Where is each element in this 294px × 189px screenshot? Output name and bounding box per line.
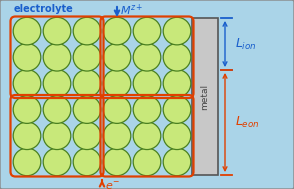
Circle shape <box>163 96 191 123</box>
Circle shape <box>73 148 101 176</box>
Circle shape <box>13 96 41 123</box>
Circle shape <box>133 96 161 123</box>
Circle shape <box>13 122 41 149</box>
Text: $M^{z+}$: $M^{z+}$ <box>120 3 143 18</box>
Text: $e^{-}$: $e^{-}$ <box>105 181 120 189</box>
Circle shape <box>73 43 101 71</box>
Circle shape <box>103 122 131 149</box>
Circle shape <box>163 122 191 149</box>
Circle shape <box>133 122 161 149</box>
Circle shape <box>163 43 191 71</box>
Circle shape <box>43 96 71 123</box>
Circle shape <box>73 70 101 97</box>
Circle shape <box>103 70 131 97</box>
Circle shape <box>43 122 71 149</box>
Text: $L_{ion}$: $L_{ion}$ <box>235 36 257 52</box>
Circle shape <box>13 148 41 176</box>
Circle shape <box>103 43 131 71</box>
Circle shape <box>13 70 41 97</box>
Text: metal: metal <box>201 83 210 110</box>
Bar <box>192 18 218 175</box>
Circle shape <box>73 17 101 45</box>
Circle shape <box>73 96 101 123</box>
Circle shape <box>163 70 191 97</box>
Text: $L_{eon}$: $L_{eon}$ <box>235 115 260 130</box>
Circle shape <box>103 148 131 176</box>
Circle shape <box>43 148 71 176</box>
Circle shape <box>103 17 131 45</box>
Circle shape <box>133 70 161 97</box>
Circle shape <box>133 43 161 71</box>
Circle shape <box>43 17 71 45</box>
Text: electrolyte: electrolyte <box>14 4 74 14</box>
Circle shape <box>163 148 191 176</box>
Circle shape <box>163 17 191 45</box>
Circle shape <box>13 43 41 71</box>
Circle shape <box>133 17 161 45</box>
Circle shape <box>13 17 41 45</box>
Circle shape <box>133 148 161 176</box>
Circle shape <box>103 96 131 123</box>
Circle shape <box>43 43 71 71</box>
Circle shape <box>43 70 71 97</box>
Circle shape <box>73 122 101 149</box>
